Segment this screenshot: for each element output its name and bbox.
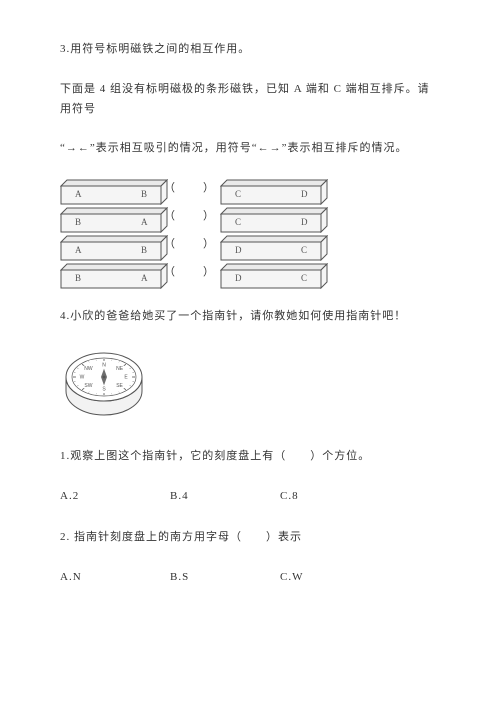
bar-magnet-left: A B (60, 179, 160, 199)
bar-magnet-left: A B (60, 235, 160, 255)
svg-text:A: A (75, 189, 82, 199)
svg-text:SE: SE (116, 383, 123, 389)
svg-text:D: D (301, 217, 308, 227)
svg-text:B: B (141, 245, 147, 255)
svg-text:C: C (235, 217, 241, 227)
answer-blank: （ ） (160, 263, 220, 283)
svg-text:A: A (141, 273, 148, 283)
bar-magnet-right: C D (220, 179, 320, 199)
q4-sub1-text: 1.观察上图这个指南针，它的刻度盘上有（ ）个方位。 (60, 447, 440, 467)
svg-text:C: C (235, 189, 241, 199)
svg-text:D: D (235, 273, 242, 283)
svg-text:C: C (301, 245, 307, 255)
bar-magnet-right: D C (220, 235, 320, 255)
bar-row: A B （ ） C D (60, 179, 440, 199)
svg-text:W: W (80, 374, 85, 380)
q4-sub2-options: A.N B.S C.W (60, 568, 440, 588)
svg-text:B: B (75, 273, 81, 283)
compass-icon: NNEESESSWWNW (60, 347, 160, 419)
q3-line1: 下面是 4 组没有标明磁极的条形磁铁，已知 A 端和 C 端相互排斥。请用符号 (60, 80, 440, 120)
bar-row: A B （ ） D C (60, 235, 440, 255)
compass-diagram: NNEESESSWWNW (60, 347, 440, 427)
svg-text:D: D (301, 189, 308, 199)
option-a: A.N (60, 568, 170, 588)
svg-text:N: N (102, 362, 106, 368)
option-b: B.S (170, 568, 280, 588)
svg-text:A: A (75, 245, 82, 255)
bar-magnet-left: B A (60, 207, 160, 227)
answer-blank: （ ） (160, 235, 220, 255)
q4-sub1-options: A.2 B.4 C.8 (60, 487, 440, 507)
svg-text:D: D (235, 245, 242, 255)
option-b: B.4 (170, 487, 280, 507)
q3-line2: “→←”表示相互吸引的情况，用符号“←→”表示相互排斥的情况。 (60, 139, 440, 159)
option-a: A.2 (60, 487, 170, 507)
bar-magnet-left: B A (60, 263, 160, 283)
bar-magnet-right: C D (220, 207, 320, 227)
option-c: C.W (280, 568, 390, 588)
q3-title: 3.用符号标明磁铁之间的相互作用。 (60, 40, 440, 60)
svg-text:A: A (141, 217, 148, 227)
answer-blank: （ ） (160, 207, 220, 227)
bar-row: B A （ ） C D (60, 207, 440, 227)
svg-text:SW: SW (84, 383, 92, 389)
bar-magnet-diagram: A B （ ） C D B A （ ） C D A B （ ） D C (60, 179, 440, 283)
bar-row: B A （ ） D C (60, 263, 440, 283)
answer-blank: （ ） (160, 179, 220, 199)
svg-text:C: C (301, 273, 307, 283)
q4-sub2-text: 2. 指南针刻度盘上的南方用字母（ ）表示 (60, 528, 440, 548)
bar-magnet-right: D C (220, 263, 320, 283)
svg-text:B: B (75, 217, 81, 227)
svg-text:B: B (141, 189, 147, 199)
q4-title: 4.小欣的爸爸给她买了一个指南针，请你教她如何使用指南针吧！ (60, 307, 440, 327)
svg-text:NE: NE (116, 366, 124, 372)
worksheet-page: 3.用符号标明磁铁之间的相互作用。 下面是 4 组没有标明磁极的条形磁铁，已知 … (0, 0, 500, 707)
svg-text:NW: NW (84, 366, 93, 372)
option-c: C.8 (280, 487, 390, 507)
